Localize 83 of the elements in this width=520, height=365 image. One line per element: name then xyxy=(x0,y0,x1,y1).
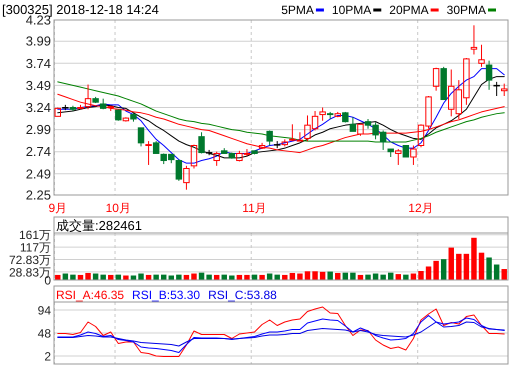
bar xyxy=(259,274,265,280)
y-tick-label: 2.74 xyxy=(26,144,51,160)
bar xyxy=(222,274,227,280)
bar xyxy=(335,272,340,280)
bar xyxy=(282,274,288,280)
bar xyxy=(130,275,136,280)
bar xyxy=(290,272,296,280)
x-tick-label: 10月 xyxy=(106,201,131,215)
bar xyxy=(358,274,364,280)
bar xyxy=(327,272,333,280)
y-tick-label: 94 xyxy=(38,304,52,318)
bar xyxy=(92,274,98,280)
x-tick-label: 12月 xyxy=(408,201,434,215)
bar xyxy=(471,238,477,280)
bar xyxy=(440,259,446,280)
bar xyxy=(396,274,402,280)
bar xyxy=(244,274,250,280)
y-tick-label: 48 xyxy=(38,326,52,340)
line-series xyxy=(57,306,505,357)
y-tick-label: 3.24 xyxy=(26,100,51,115)
bar xyxy=(403,274,409,280)
y-tick-label: 2 xyxy=(44,350,52,364)
line-series xyxy=(57,322,505,346)
bar xyxy=(464,254,470,280)
bar xyxy=(297,274,303,280)
bar xyxy=(153,274,159,280)
bar xyxy=(55,274,61,280)
y-tick-label: 3.99 xyxy=(26,34,51,49)
bar xyxy=(70,274,76,280)
text: RSI_C:53.88 xyxy=(208,288,278,302)
bar xyxy=(266,274,272,280)
bar xyxy=(342,272,348,280)
bar xyxy=(198,272,204,280)
bar xyxy=(184,274,190,280)
legend-label: 5PMA xyxy=(281,3,314,17)
bar xyxy=(350,272,356,280)
bar xyxy=(146,274,152,280)
bar xyxy=(494,264,500,280)
y-tick-label: 2.49 xyxy=(26,166,51,182)
bar xyxy=(108,274,114,280)
x-tick-label: 9月 xyxy=(48,201,68,215)
legend-label: 20PMA xyxy=(389,3,429,17)
bar xyxy=(168,275,174,280)
y-tick-label: 72.83万 xyxy=(8,253,51,268)
bar xyxy=(320,272,326,280)
bar xyxy=(486,257,492,280)
y-tick-label: 2.25 xyxy=(26,188,51,202)
line-series xyxy=(57,94,505,154)
chart-title: 成交量:282461 xyxy=(56,218,142,233)
bar xyxy=(206,274,212,280)
y-tick-label: 3.49 xyxy=(26,78,51,93)
bar xyxy=(456,254,462,280)
y-tick-label: 2.99 xyxy=(26,122,51,138)
y-tick-label: 117万 xyxy=(20,240,51,255)
y-tick-label: 161万 xyxy=(18,228,51,242)
bar xyxy=(85,272,91,280)
bar xyxy=(380,274,386,280)
text: RSI_B:53.30 xyxy=(132,288,200,302)
bar xyxy=(448,248,454,280)
bar xyxy=(478,252,484,280)
bar xyxy=(274,274,280,280)
bar xyxy=(116,274,122,280)
legend-label: 30PMA xyxy=(446,3,486,17)
bar xyxy=(388,272,394,280)
legend-label: 10PMA xyxy=(332,3,372,17)
bar xyxy=(236,274,242,280)
bar xyxy=(312,271,318,280)
bar xyxy=(372,274,378,280)
x-tick-label: 11月 xyxy=(242,201,267,215)
bar xyxy=(62,274,68,280)
bar xyxy=(176,274,182,280)
bar xyxy=(410,274,416,280)
bar xyxy=(214,274,220,280)
y-tick-label: 3.74 xyxy=(26,56,51,71)
bar xyxy=(160,274,166,280)
bar xyxy=(433,260,439,280)
text: RSI_A:46.35 xyxy=(56,288,124,302)
bar xyxy=(501,269,507,280)
bar xyxy=(100,274,106,280)
bar xyxy=(426,266,432,280)
bar xyxy=(229,275,235,280)
bar xyxy=(123,275,129,280)
line-series xyxy=(57,315,505,353)
